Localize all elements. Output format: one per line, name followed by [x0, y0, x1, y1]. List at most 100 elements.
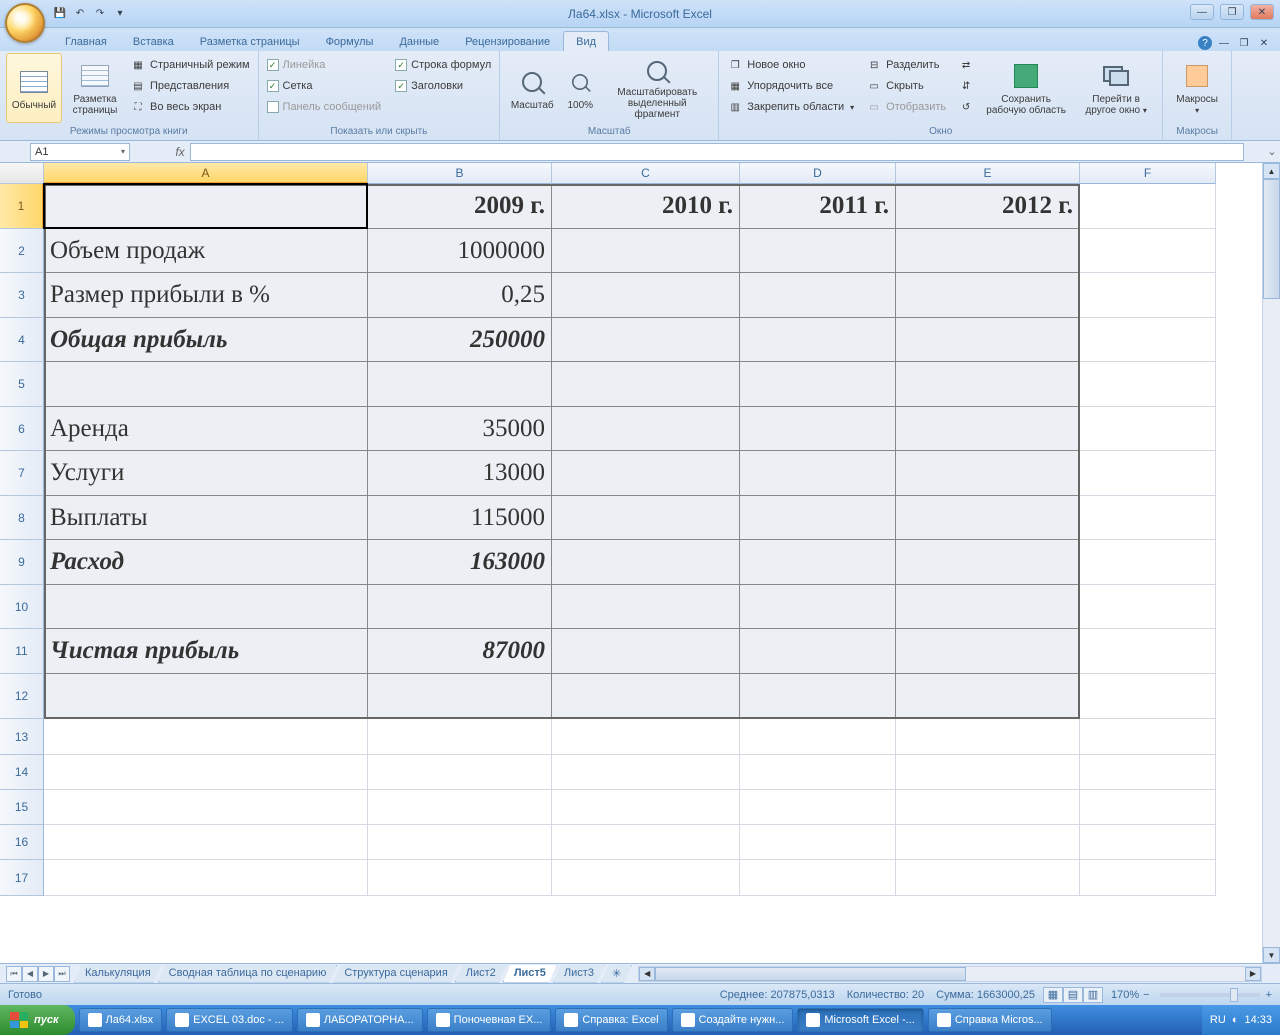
system-tray[interactable]: RU ◐ 14:33	[1202, 1005, 1280, 1035]
compare-icon[interactable]: ⇄	[956, 55, 976, 75]
sheet-nav-last[interactable]: ⏭	[54, 966, 70, 982]
new-sheet-button[interactable]: ✳	[601, 965, 632, 983]
cell-A8[interactable]: Выплаты	[44, 496, 368, 540]
row-header-15[interactable]: 15	[0, 790, 44, 825]
cell-F11[interactable]	[1080, 629, 1216, 674]
cell-B12[interactable]	[368, 674, 552, 719]
cell-D3[interactable]	[740, 273, 896, 318]
cell-C8[interactable]	[552, 496, 740, 540]
cell-B2[interactable]: 1000000	[368, 229, 552, 273]
ribbon-tab-6[interactable]: Вид	[563, 31, 609, 51]
ribbon-restore-icon[interactable]: ❐	[1236, 35, 1252, 51]
view-page-layout-button[interactable]: Разметка страницы	[64, 53, 126, 123]
clock[interactable]: 14:33	[1244, 1014, 1272, 1026]
save-workspace-button[interactable]: Сохранить рабочую область	[978, 53, 1074, 123]
cell-E5[interactable]	[896, 362, 1080, 407]
chk-gridlines[interactable]: ✓Сетка	[265, 76, 384, 96]
cell-A2[interactable]: Объем продаж	[44, 229, 368, 273]
cell-A16[interactable]	[44, 825, 368, 860]
view-normal-icon[interactable]: ▦	[1043, 987, 1063, 1003]
view-fullscreen-button[interactable]: ⛶Во весь экран	[128, 97, 252, 117]
cell-B9[interactable]: 163000	[368, 540, 552, 585]
cell-D15[interactable]	[740, 790, 896, 825]
row-header-2[interactable]: 2	[0, 229, 44, 273]
cell-D4[interactable]	[740, 318, 896, 362]
cell-D14[interactable]	[740, 755, 896, 790]
cell-E14[interactable]	[896, 755, 1080, 790]
zoom-100-button[interactable]: 100%	[560, 53, 600, 123]
row-header-14[interactable]: 14	[0, 755, 44, 790]
col-header-F[interactable]: F	[1080, 163, 1216, 184]
row-header-1[interactable]: 1	[0, 184, 44, 229]
taskbar-button-5[interactable]: Создайте нужн...	[672, 1008, 794, 1032]
cell-C16[interactable]	[552, 825, 740, 860]
cell-F14[interactable]	[1080, 755, 1216, 790]
cell-F10[interactable]	[1080, 585, 1216, 629]
cell-D16[interactable]	[740, 825, 896, 860]
cell-D13[interactable]	[740, 719, 896, 755]
cell-A5[interactable]	[44, 362, 368, 407]
col-header-C[interactable]: C	[552, 163, 740, 184]
cell-A4[interactable]: Общая прибыль	[44, 318, 368, 362]
cell-C2[interactable]	[552, 229, 740, 273]
cell-B6[interactable]: 35000	[368, 407, 552, 451]
cell-B3[interactable]: 0,25	[368, 273, 552, 318]
qat-dropdown-icon[interactable]: ▾	[112, 6, 128, 22]
reset-pos-icon[interactable]: ↺	[956, 97, 976, 117]
macros-button[interactable]: Макросы▾	[1169, 53, 1225, 123]
cell-B15[interactable]	[368, 790, 552, 825]
row-header-6[interactable]: 6	[0, 407, 44, 451]
cell-D6[interactable]	[740, 407, 896, 451]
cell-B7[interactable]: 13000	[368, 451, 552, 496]
cell-D2[interactable]	[740, 229, 896, 273]
row-header-16[interactable]: 16	[0, 825, 44, 860]
freeze-panes-button[interactable]: ▥Закрепить области▾	[725, 97, 856, 117]
minimize-button[interactable]: —	[1190, 4, 1214, 20]
cell-D7[interactable]	[740, 451, 896, 496]
name-box[interactable]: A1▾	[30, 143, 130, 161]
view-custom-views-button[interactable]: ▤Представления	[128, 76, 252, 96]
zoom-slider[interactable]	[1160, 993, 1260, 997]
formula-expand-icon[interactable]: ⌄	[1264, 145, 1280, 158]
cell-E12[interactable]	[896, 674, 1080, 719]
zoom-selection-button[interactable]: Масштабировать выделенный фрагмент	[602, 53, 712, 123]
help-icon[interactable]: ?	[1198, 36, 1212, 50]
row-header-8[interactable]: 8	[0, 496, 44, 540]
cell-A1[interactable]	[44, 184, 368, 229]
cell-D9[interactable]	[740, 540, 896, 585]
sheet-tab-0[interactable]: Калькуляция	[74, 965, 162, 983]
cell-C15[interactable]	[552, 790, 740, 825]
cell-A7[interactable]: Услуги	[44, 451, 368, 496]
cell-E9[interactable]	[896, 540, 1080, 585]
split-button[interactable]: ⊟Разделить	[864, 55, 948, 75]
cell-A13[interactable]	[44, 719, 368, 755]
row-header-4[interactable]: 4	[0, 318, 44, 362]
undo-icon[interactable]: ↶	[72, 6, 88, 22]
row-header-13[interactable]: 13	[0, 719, 44, 755]
redo-icon[interactable]: ↷	[92, 6, 108, 22]
cell-D17[interactable]	[740, 860, 896, 896]
cell-F7[interactable]	[1080, 451, 1216, 496]
row-header-12[interactable]: 12	[0, 674, 44, 719]
office-button[interactable]	[5, 3, 45, 43]
cell-A14[interactable]	[44, 755, 368, 790]
zoom-out-icon[interactable]: −	[1143, 989, 1149, 1001]
cell-E15[interactable]	[896, 790, 1080, 825]
cell-C9[interactable]	[552, 540, 740, 585]
cell-D10[interactable]	[740, 585, 896, 629]
sheet-nav-next[interactable]: ▶	[38, 966, 54, 982]
lang-indicator[interactable]: RU	[1210, 1014, 1226, 1026]
cell-B1[interactable]: 2009 г.	[368, 184, 552, 229]
col-header-A[interactable]: A	[44, 163, 368, 184]
cell-D5[interactable]	[740, 362, 896, 407]
cell-E17[interactable]	[896, 860, 1080, 896]
taskbar-button-3[interactable]: Поночевная EX...	[427, 1008, 552, 1032]
hide-button[interactable]: ▭Скрыть	[864, 76, 948, 96]
row-header-9[interactable]: 9	[0, 540, 44, 585]
switch-windows-button[interactable]: Перейти в другое окно ▾	[1076, 53, 1156, 123]
chk-headers[interactable]: ✓Заголовки	[393, 76, 493, 96]
cell-B16[interactable]	[368, 825, 552, 860]
cell-B8[interactable]: 115000	[368, 496, 552, 540]
view-break-icon[interactable]: ▥	[1083, 987, 1103, 1003]
cell-A10[interactable]	[44, 585, 368, 629]
